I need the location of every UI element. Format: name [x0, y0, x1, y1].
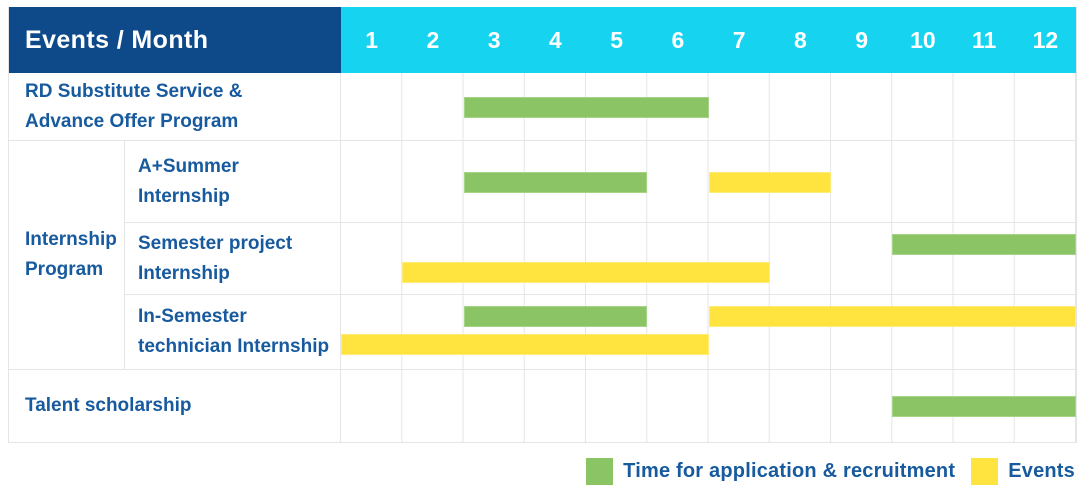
month-label: 6: [671, 26, 685, 53]
gantt-row-track: [341, 141, 1076, 222]
legend-label: Time for application & recruitment: [623, 460, 956, 482]
gantt-bar-event: [708, 171, 831, 193]
month-label: 4: [548, 26, 562, 53]
gantt-bar-event: [402, 262, 770, 283]
gantt-bar-event: [708, 306, 1076, 327]
month-label: 10: [910, 26, 936, 53]
label-line: RD Substitute Service &: [25, 80, 243, 102]
month-label: 12: [1032, 26, 1059, 53]
month-header-row: 1 2 3 4 5 6 7 8 9 10 11 12: [341, 7, 1076, 73]
label-line: technician Internship: [138, 336, 330, 357]
legend-item: Events: [971, 458, 1075, 485]
gantt-bar-application: [463, 171, 648, 193]
gantt-row: Semester project Internship: [125, 223, 1076, 295]
gantt-row: In-Semester technician Internship: [125, 295, 1076, 369]
row-label: RD Substitute Service & Advance Offer Pro…: [9, 73, 341, 140]
label-line: Internship: [25, 229, 117, 250]
month-label: 9: [855, 26, 869, 53]
legend: Time for application & recruitment Events: [586, 458, 1075, 485]
events-month-header: Events / Month: [9, 7, 341, 73]
month-label: 2: [426, 26, 440, 53]
table-header-row: Events / Month 1 2 3 4 5 6 7 8 9 10 11 12: [9, 7, 1076, 73]
gantt-group-row: Internship Program A+Summer Internship Semes…: [9, 141, 1076, 370]
month-label: 3: [487, 26, 501, 53]
gantt-bar-application: [892, 396, 1076, 417]
gantt-row-track: [341, 295, 1076, 369]
legend-label: Events: [1008, 460, 1075, 482]
month-label: 1: [365, 26, 379, 53]
event-swatch-icon: [971, 458, 999, 485]
label-line: A+Summer: [138, 155, 239, 177]
month-label: 8: [793, 26, 807, 53]
group-body: A+Summer Internship Semester project Intern…: [125, 141, 1076, 369]
month-label: 7: [732, 26, 746, 53]
month-label: 5: [610, 26, 624, 53]
group-label: Internship Program: [9, 141, 125, 369]
gantt-row-track: [341, 73, 1076, 140]
row-label: In-Semester technician Internship: [125, 295, 341, 369]
application-swatch-icon: [586, 458, 614, 485]
label-line: Internship: [138, 262, 230, 284]
row-label: A+Summer Internship: [125, 141, 341, 222]
label-line: Talent scholarship: [25, 395, 192, 416]
month-label: 11: [971, 26, 997, 53]
label-line: Internship: [138, 185, 230, 207]
legend-item: Time for application & recruitment: [586, 458, 955, 485]
schedule-table: Events / Month 1 2 3 4 5 6 7 8 9 10 11 12 RD Substi…: [8, 7, 1077, 443]
gantt-row-track: [341, 223, 1076, 294]
row-label: Talent scholarship: [9, 370, 341, 442]
gantt-row-track: [341, 370, 1076, 442]
gantt-row: Talent scholarship: [9, 370, 1076, 443]
label-line: Semester project: [138, 232, 293, 254]
gantt-bar-application: [892, 234, 1076, 255]
row-label: Semester project Internship: [125, 223, 341, 294]
label-line: Program: [25, 259, 104, 280]
gantt-row: RD Substitute Service & Advance Offer Pro…: [9, 73, 1076, 141]
gantt-bar-application: [463, 306, 648, 327]
gantt-bar-event: [341, 334, 709, 355]
gantt-bar-application: [463, 96, 709, 118]
gantt-body: RD Substitute Service & Advance Offer Pro…: [9, 73, 1076, 443]
label-line: Advance Offer Program: [25, 110, 239, 132]
label-line: In-Semester: [138, 306, 247, 327]
gantt-row: A+Summer Internship: [125, 141, 1076, 223]
